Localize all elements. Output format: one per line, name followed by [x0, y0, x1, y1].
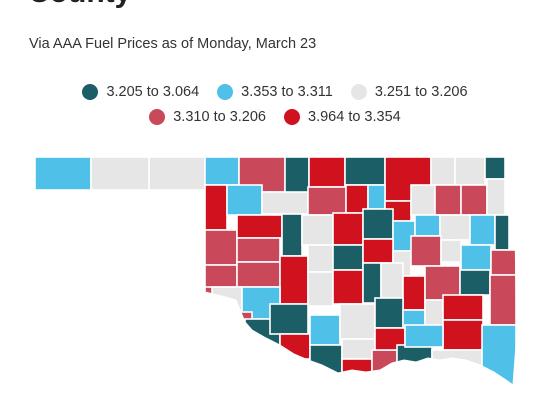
county[interactable]: [307, 271, 334, 307]
legend-row-1: 3.205 to 3.064 3.353 to 3.311 3.251 to 3…: [0, 84, 550, 100]
county[interactable]: [226, 184, 263, 216]
county[interactable]: [374, 297, 404, 329]
county[interactable]: [481, 324, 516, 385]
county[interactable]: [484, 157, 506, 180]
county[interactable]: [439, 214, 471, 241]
county[interactable]: [308, 157, 346, 188]
county-cimarron[interactable]: [35, 157, 92, 191]
county[interactable]: [460, 244, 492, 271]
county[interactable]: [332, 269, 364, 305]
county[interactable]: [430, 157, 456, 186]
county[interactable]: [442, 294, 484, 321]
county[interactable]: [236, 261, 281, 288]
county[interactable]: [410, 184, 436, 216]
county[interactable]: [284, 157, 310, 195]
county[interactable]: [339, 303, 376, 340]
county[interactable]: [261, 191, 309, 215]
page-title: County: [28, 0, 218, 8]
county[interactable]: [279, 333, 311, 360]
county[interactable]: [442, 319, 484, 351]
county[interactable]: [410, 235, 442, 267]
county[interactable]: [204, 229, 238, 266]
county[interactable]: [236, 214, 283, 239]
legend-label-rose: 3.310 to 3.206: [173, 109, 266, 125]
legend-row-2: 3.310 to 3.206 3.964 to 3.354: [0, 109, 550, 125]
county[interactable]: [341, 358, 373, 380]
county[interactable]: [362, 262, 382, 304]
county[interactable]: [281, 213, 303, 257]
legend-swatch-red: [284, 109, 300, 125]
legend-swatch-dark-teal: [82, 84, 99, 100]
legend-label-dark-teal: 3.205 to 3.064: [106, 84, 200, 100]
county[interactable]: [344, 157, 386, 186]
county[interactable]: [460, 184, 488, 216]
county[interactable]: [236, 237, 281, 263]
legend-item-red[interactable]: 3.964 to 3.354: [284, 109, 401, 125]
county-beaver[interactable]: [148, 157, 206, 191]
county[interactable]: [309, 314, 341, 346]
map-legend: 3.205 to 3.064 3.353 to 3.311 3.251 to 3…: [0, 84, 550, 134]
legend-item-light-gray[interactable]: 3.251 to 3.206: [350, 84, 468, 100]
county[interactable]: [307, 186, 347, 216]
county[interactable]: [301, 214, 334, 246]
legend-item-light-blue[interactable]: 3.353 to 3.311: [217, 84, 333, 100]
legend-label-light-gray: 3.251 to 3.206: [374, 84, 468, 100]
county[interactable]: [362, 238, 394, 264]
county[interactable]: [434, 184, 462, 216]
county-shapes: [35, 157, 516, 385]
county[interactable]: [469, 214, 496, 246]
legend-swatch-light-gray: [350, 84, 367, 100]
legend-item-dark-teal[interactable]: 3.205 to 3.064: [82, 84, 199, 100]
county-texas[interactable]: [90, 157, 150, 191]
county[interactable]: [332, 212, 364, 246]
county[interactable]: [494, 214, 510, 251]
legend-swatch-rose: [149, 109, 166, 125]
county[interactable]: [380, 262, 404, 299]
county[interactable]: [269, 303, 309, 335]
county[interactable]: [367, 184, 386, 210]
county[interactable]: [489, 274, 516, 326]
county[interactable]: [396, 344, 433, 381]
county[interactable]: [362, 208, 394, 240]
legend-label-red: 3.964 to 3.354: [308, 109, 401, 125]
county[interactable]: [204, 184, 228, 231]
county[interactable]: [204, 157, 240, 186]
state-outline: [34, 156, 517, 386]
legend-item-rose[interactable]: 3.310 to 3.206: [149, 109, 266, 125]
county[interactable]: [490, 249, 516, 276]
legend-label-light-blue: 3.353 to 3.311: [241, 84, 333, 100]
county[interactable]: [486, 178, 506, 216]
county[interactable]: [404, 324, 444, 348]
county[interactable]: [307, 244, 334, 273]
county[interactable]: [440, 239, 462, 263]
county[interactable]: [279, 255, 309, 305]
legend-swatch-light-blue: [217, 84, 234, 100]
county[interactable]: [414, 214, 441, 237]
county[interactable]: [459, 269, 491, 296]
county[interactable]: [454, 157, 486, 186]
county[interactable]: [309, 344, 343, 376]
county[interactable]: [332, 244, 364, 271]
map-subtitle: Via AAA Fuel Prices as of Monday, March …: [29, 36, 317, 52]
county[interactable]: [211, 286, 243, 313]
county[interactable]: [402, 275, 426, 311]
